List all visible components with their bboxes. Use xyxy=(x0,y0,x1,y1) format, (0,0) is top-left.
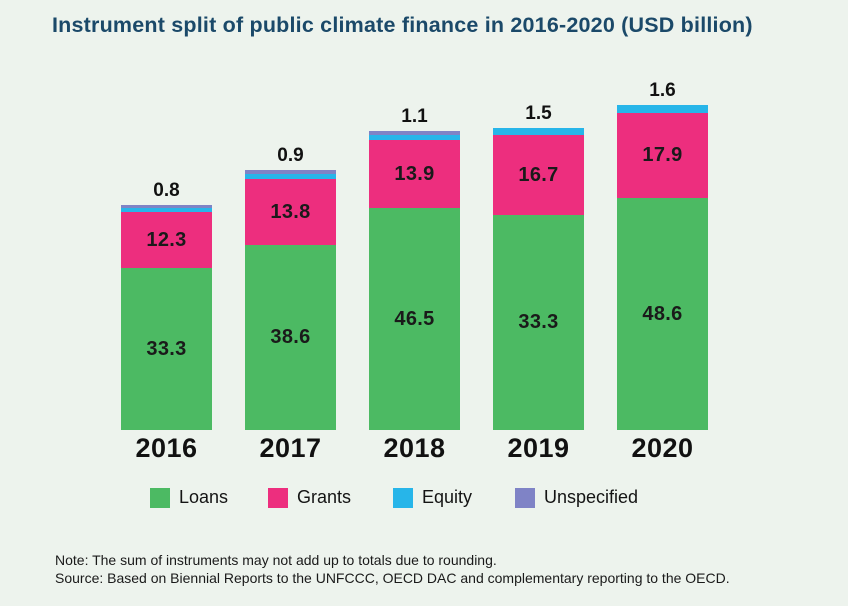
unspecified-swatch-icon xyxy=(515,487,535,508)
total-above-bar-label: 1.1 xyxy=(401,106,428,127)
stacked-bar-2018: 46.5 13.9 1.1 xyxy=(369,106,460,430)
grants-swatch-icon xyxy=(268,487,288,508)
total-above-bar-label: 1.6 xyxy=(649,80,676,101)
grants-value-label: 12.3 xyxy=(146,228,187,251)
total-above-bar-label: 1.5 xyxy=(525,103,552,124)
chart-title: Instrument split of public climate finan… xyxy=(52,13,753,37)
equity-segment-2020 xyxy=(617,105,708,113)
loans-value-label: 48.6 xyxy=(642,302,683,325)
legend-item-equity: Equity xyxy=(393,487,472,508)
loans-value-label: 38.6 xyxy=(270,326,311,348)
loans-swatch-icon xyxy=(150,487,170,508)
stacked-bar-2016: 33.3 12.3 0.8 xyxy=(121,180,212,430)
note-text: Note: The sum of instruments may not add… xyxy=(55,552,497,568)
equity-segment-2019 xyxy=(493,128,584,135)
unspecified-segment-2016 xyxy=(121,205,212,208)
source-text: Source: Based on Biennial Reports to the… xyxy=(55,569,730,586)
legend-item-grants: Grants xyxy=(268,487,351,508)
x-axis-label-2017: 2017 xyxy=(259,433,322,463)
grants-value-label: 13.9 xyxy=(394,162,435,185)
loans-value-label: 33.3 xyxy=(518,311,559,333)
equity-swatch-icon xyxy=(393,487,413,508)
loans-segment-2019: 33.3 xyxy=(493,215,584,430)
stacked-bar-2019: 33.3 16.7 1.5 xyxy=(493,103,584,430)
total-above-bar-label: 0.8 xyxy=(153,180,180,201)
x-axis-label-2018: 2018 xyxy=(383,433,446,463)
grants-segment-2016: 12.3 xyxy=(121,212,212,268)
unspecified-segment-2017 xyxy=(245,170,336,174)
legend-label-grants: Grants xyxy=(297,487,352,507)
legend-item-loans: Loans xyxy=(150,487,228,508)
stacked-bar-2020: 48.6 17.9 1.6 xyxy=(617,80,708,430)
loans-value-label: 46.5 xyxy=(394,307,435,330)
total-above-bar-label: 0.9 xyxy=(277,145,304,166)
grants-value-label: 17.9 xyxy=(642,144,683,166)
grants-segment-2018: 13.9 xyxy=(369,140,460,208)
loans-segment-2017: 38.6 xyxy=(245,245,336,430)
loans-segment-2020: 48.6 xyxy=(617,198,708,430)
x-axis-label-2016: 2016 xyxy=(135,433,198,463)
equity-segment-2016 xyxy=(121,208,212,212)
legend-label-unspecified: Unspecified xyxy=(544,487,639,507)
grants-segment-2017: 13.8 xyxy=(245,179,336,245)
loans-value-label: 33.3 xyxy=(146,337,187,360)
equity-segment-2018 xyxy=(369,135,460,140)
x-axis-label-2020: 2020 xyxy=(631,433,694,463)
x-axis-label-2019: 2019 xyxy=(507,433,570,463)
legend-label-equity: Equity xyxy=(422,487,473,507)
grants-value-label: 16.7 xyxy=(518,163,559,186)
footnotes: Note: The sum of instruments may not add… xyxy=(55,552,730,588)
grants-segment-2020: 17.9 xyxy=(617,113,708,198)
loans-segment-2016: 33.3 xyxy=(121,268,212,430)
stacked-bar-2017: 38.6 13.8 0.9 xyxy=(245,145,336,430)
equity-segment-2017 xyxy=(245,174,336,179)
legend-item-unspecified: Unspecified xyxy=(515,487,638,508)
grants-value-label: 13.8 xyxy=(270,200,311,223)
legend-label-loans: Loans xyxy=(179,487,229,507)
unspecified-segment-2018 xyxy=(369,131,460,135)
loans-segment-2018: 46.5 xyxy=(369,208,460,430)
grants-segment-2019: 16.7 xyxy=(493,135,584,215)
